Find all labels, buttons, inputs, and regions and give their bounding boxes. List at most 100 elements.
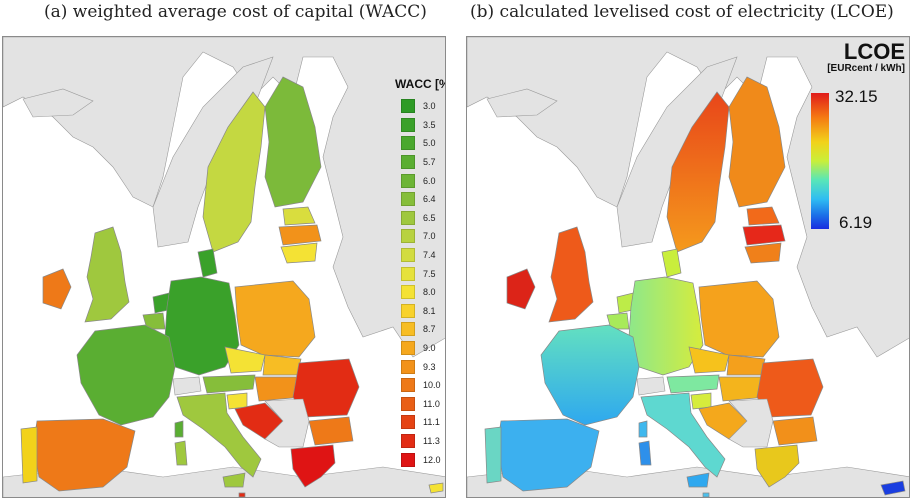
iceland [22,88,94,118]
slovakia [262,354,302,376]
denmark [661,248,682,278]
wacc-legend-item: 7.0 [395,227,445,246]
balkans-non-eu [264,398,310,448]
wacc-legend-swatch [401,229,415,244]
germany [628,276,704,376]
iceland [486,88,558,118]
wacc-legend-swatch [401,396,415,411]
lithuania [280,242,318,264]
wacc-legend-label: 10.0 [423,380,441,391]
wacc-legend-item: 11.1 [395,413,445,432]
malta [238,492,246,497]
finland [264,76,322,208]
sicily [686,472,710,488]
lcoe-legend: LCOE [EURcent / kWh] 32.15 6.19 [807,39,905,232]
wacc-legend-swatch [401,173,415,188]
united-kingdom [84,226,130,323]
wacc-legend-item: 6.0 [395,171,445,190]
slovenia [226,392,248,410]
denmark [197,248,218,278]
wacc-legend-label: 6.5 [423,212,436,223]
bulgaria [308,416,354,446]
wacc-legend-item: 6.5 [395,209,445,228]
cyprus [428,482,444,494]
wacc-legend-item: 8.1 [395,302,445,321]
wacc-legend-item: 11.3 [395,432,445,451]
corsica [174,420,184,438]
wacc-legend-label: 11.3 [423,435,440,446]
sicily [222,472,246,488]
wacc-legend-label: 3.0 [423,101,436,112]
estonia [282,206,316,226]
wacc-legend-item: 7.4 [395,246,445,265]
romania [292,358,360,418]
sardinia [638,440,652,466]
belgium [606,312,630,330]
portugal [484,426,502,484]
wacc-legend-item: 3.5 [395,116,445,135]
wacc-legend-item: 9.0 [395,339,445,358]
wacc-legend-item: 6.4 [395,190,445,209]
wacc-legend-swatch [401,322,415,337]
france [76,324,176,426]
norway [616,56,738,248]
wacc-legend-swatch [401,266,415,281]
lcoe-colorbar [811,93,829,229]
wacc-legend-label: 8.0 [423,287,436,298]
portugal [20,426,38,484]
latvia [742,224,786,246]
france [540,324,640,426]
poland [698,280,780,358]
wacc-legend-swatch [401,248,415,263]
sardinia [174,440,188,466]
ireland [42,268,72,310]
wacc-legend-label: 5.7 [423,157,436,168]
wacc-legend-item: 11.0 [395,395,445,414]
lcoe-map-svg [467,37,909,497]
wacc-legend-swatch [401,433,415,448]
wacc-legend-label: 12.0 [423,454,441,465]
lcoe-map: LCOE [EURcent / kWh] 32.15 6.19 [466,36,910,498]
wacc-legend-label: 3.5 [423,119,436,130]
wacc-legend-swatch [401,303,415,318]
italy [640,392,726,478]
germany [164,276,240,376]
austria [666,374,720,394]
wacc-legend-label: 11.0 [423,398,440,409]
lcoe-legend-unit: [EURcent / kWh] [827,63,905,74]
wacc-legend-label: 9.3 [423,361,436,372]
czechia [688,346,730,374]
finland [728,76,786,208]
wacc-legend-item: 8.7 [395,320,445,339]
norway [152,56,274,248]
wacc-legend-swatch [401,210,415,225]
united-kingdom [548,226,594,323]
wacc-legend-title: WACC [%] [395,77,445,91]
lithuania [744,242,782,264]
wacc-legend-swatch [401,341,415,356]
bulgaria [772,416,818,446]
wacc-legend-item: 5.7 [395,153,445,172]
switzerland [172,376,202,396]
wacc-legend-item: 12.0 [395,450,445,469]
wacc-legend-item: 8.0 [395,283,445,302]
lcoe-legend-title: LCOE [843,39,905,64]
wacc-legend-swatch [401,192,415,207]
cyprus [880,480,906,496]
estonia [746,206,780,226]
wacc-legend-item: 7.5 [395,264,445,283]
austria [202,374,256,394]
wacc-legend-swatch [401,415,415,430]
wacc-legend: WACC [%] 3.0 3.5 5.0 5.7 6.0 6.4 6.5 7.0 7.4 7.5 8… [395,77,445,469]
wacc-legend-label: 7.0 [423,231,436,242]
lcoe-colorbar-max: 32.15 [835,87,878,106]
latvia [278,224,322,246]
romania [756,358,824,418]
wacc-legend-swatch [401,452,415,467]
wacc-legend-label: 11.1 [423,417,440,428]
wacc-map-svg [3,37,445,497]
corsica [638,420,648,438]
slovenia [690,392,712,410]
belgium [142,312,166,330]
balkans-non-eu [728,398,774,448]
